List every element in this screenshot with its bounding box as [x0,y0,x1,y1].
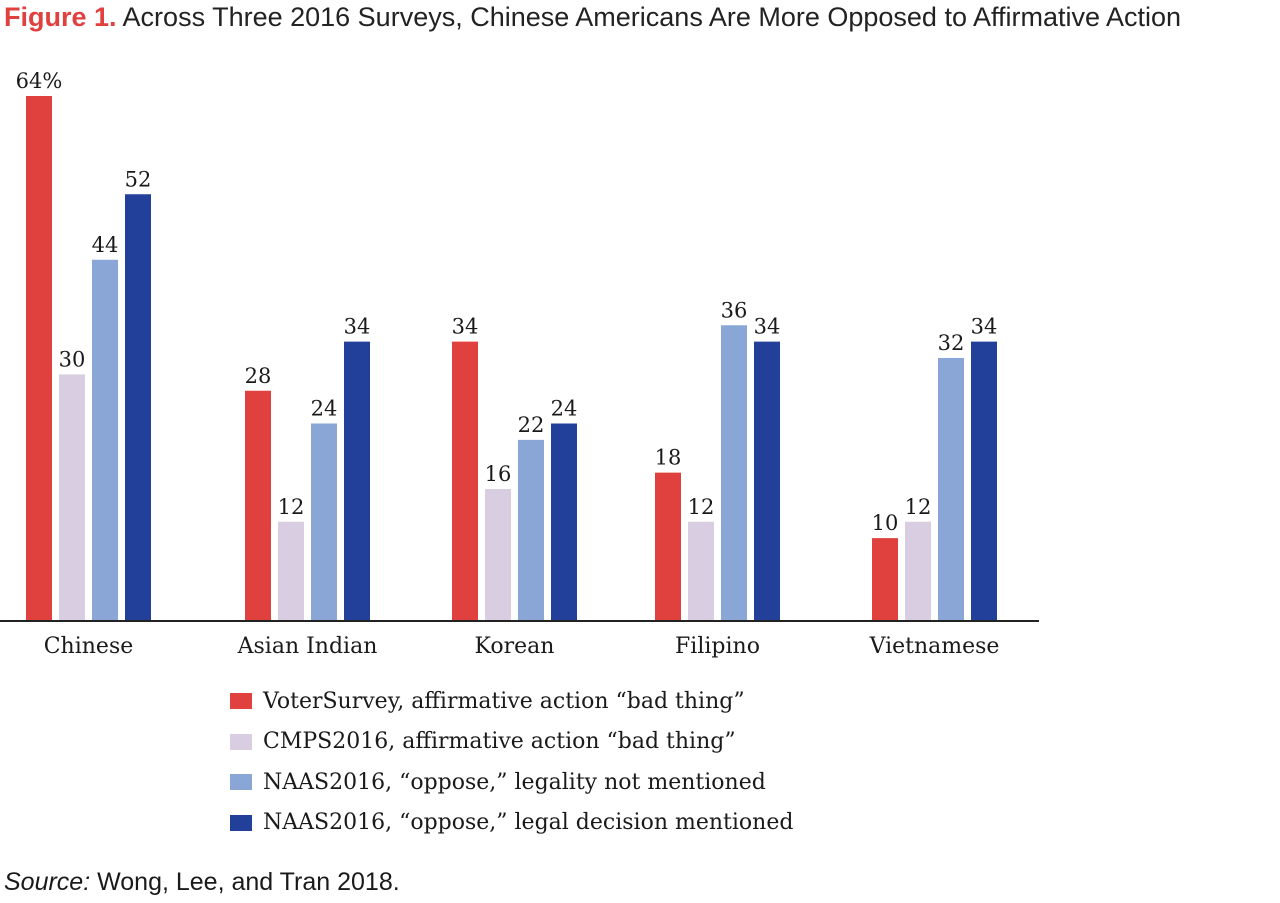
category-label-vietnamese: Vietnamese [869,634,1000,659]
bar-filipino-series-2 [688,521,714,620]
legend-item-naas2016-legality: NAAS2016, “oppose,” legality not mention… [230,762,793,803]
legend-item-votersurvey: VoterSurvey, affirmative action “bad thi… [230,681,793,722]
legend-swatch-naas2016-decision [230,814,252,831]
bar-korean-series-3 [518,439,544,620]
bar-asian-indian-series-4 [344,341,370,620]
category-label-filipino: Filipino [675,634,760,659]
legend-swatch-cmps2016 [230,733,252,750]
data-label-filipino-series-4: 34 [754,315,781,339]
legend-item-cmps2016: CMPS2016, affirmative action “bad thing” [230,722,793,763]
bar-vietnamese-series-4 [971,341,997,620]
data-label-asian-indian-series-3: 24 [311,397,338,421]
legend-label-naas2016-legality: NAAS2016, “oppose,” legality not mention… [263,769,766,795]
data-label-vietnamese-series-1: 10 [872,511,899,535]
legend-label-cmps2016: CMPS2016, affirmative action “bad thing” [263,729,736,755]
bar-asian-indian-series-3 [311,423,337,620]
figure-label: Figure 1. [4,2,117,32]
legend-label-votersurvey: VoterSurvey, affirmative action “bad thi… [263,688,745,714]
bar-korean-series-4 [551,423,577,620]
bar-filipino-series-4 [754,341,780,620]
source-note: Source: Wong, Lee, and Tran 2018. [4,868,400,897]
data-label-chinese-series-4: 52 [125,167,152,191]
source-label: Source: [4,868,91,896]
bar-korean-series-2 [485,489,511,620]
category-labels-group: Chinese Asian Indian Korean Filipino Vietnam… [44,634,1000,659]
data-label-chinese-series-1: 64% [16,69,63,93]
bar-filipino-series-3 [721,325,747,620]
category-label-chinese: Chinese [44,634,134,659]
legend-swatch-votersurvey [230,693,252,710]
chart-title: Figure 1. Across Three 2016 Surveys, Chi… [4,0,1280,34]
data-label-korean-series-3: 22 [518,413,545,437]
category-label-korean: Korean [475,634,555,659]
legend-swatch-naas2016-legality [230,774,252,791]
data-label-asian-indian-series-1: 28 [245,364,272,388]
data-label-vietnamese-series-4: 34 [971,315,998,339]
bar-asian-indian-series-1 [245,390,271,620]
legend-item-naas2016-decision: NAAS2016, “oppose,” legal decision menti… [230,803,793,844]
data-label-filipino-series-2: 12 [688,495,715,519]
bar-vietnamese-series-2 [905,521,931,620]
data-label-chinese-series-2: 30 [59,347,86,371]
data-label-vietnamese-series-2: 12 [905,495,932,519]
data-label-filipino-series-1: 18 [655,446,682,470]
bars-group [26,96,997,620]
bar-chinese-series-1 [26,96,52,620]
legend: VoterSurvey, affirmative action “bad thi… [230,681,793,843]
data-label-korean-series-4: 24 [551,397,578,421]
bar-asian-indian-series-2 [278,521,304,620]
data-label-korean-series-1: 34 [452,315,479,339]
title-text: Across Three 2016 Surveys, Chinese Ameri… [122,2,1182,32]
bar-chinese-series-2 [59,374,85,620]
data-label-asian-indian-series-4: 34 [344,315,371,339]
bar-filipino-series-1 [655,472,681,620]
data-label-vietnamese-series-3: 32 [938,331,965,355]
bar-chinese-series-4 [125,194,151,620]
bar-korean-series-1 [452,341,478,620]
legend-label-naas2016-decision: NAAS2016, “oppose,” legal decision menti… [263,810,794,836]
source-text: Wong, Lee, and Tran 2018. [97,868,400,896]
bar-vietnamese-series-1 [872,538,898,620]
category-label-asian-indian: Asian Indian [237,634,378,659]
data-label-chinese-series-3: 44 [92,233,119,257]
data-label-filipino-series-3: 36 [721,298,748,322]
data-label-korean-series-2: 16 [485,462,512,486]
bar-vietnamese-series-3 [938,358,964,620]
data-label-asian-indian-series-2: 12 [278,495,305,519]
bar-chinese-series-3 [92,259,118,620]
